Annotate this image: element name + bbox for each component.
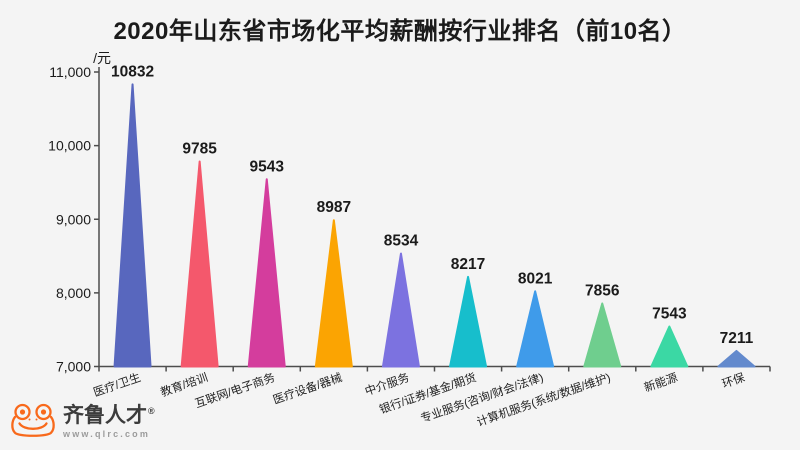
y-tick-label: 8,000 <box>56 285 91 301</box>
category-label: 教育/培训 <box>159 370 210 399</box>
triangle-bar-10 <box>717 349 756 368</box>
category-label: 医疗/卫生 <box>91 370 142 399</box>
triangle-bar-6 <box>449 275 488 368</box>
logo-brand-text: 齐鲁人才® <box>63 405 155 426</box>
category-label: 环保 <box>720 370 747 391</box>
triangle-bar-9 <box>650 325 689 368</box>
value-label: 9543 <box>250 158 285 175</box>
y-tick-label: 9,000 <box>56 211 91 227</box>
value-label: 8534 <box>384 233 419 250</box>
value-label: 8021 <box>518 270 553 287</box>
logo-text-block: 齐鲁人才® www.qlrc.com <box>63 405 155 439</box>
chart-title: 2020年山东省市场化平均薪酬按行业排名（前10名） <box>113 18 687 45</box>
value-label: 8217 <box>451 256 485 273</box>
triangle-bar-7 <box>516 290 555 368</box>
value-label: 9785 <box>182 140 217 157</box>
triangle-bar-5 <box>381 252 420 368</box>
category-label: 医疗设备/器械 <box>271 370 344 407</box>
category-label: 新能源 <box>642 370 680 395</box>
value-label: 8987 <box>317 199 351 216</box>
y-axis-unit-label: /元 <box>93 50 111 66</box>
y-tick-label: 7,000 <box>56 359 91 375</box>
value-label: 10832 <box>111 63 154 80</box>
triangle-bar-8 <box>583 302 622 368</box>
y-tick-label: 10,000 <box>48 138 91 154</box>
value-label: 7856 <box>585 282 620 299</box>
registered-mark-icon: ® <box>148 406 155 416</box>
y-tick-label: 11,000 <box>49 64 91 80</box>
triangle-bar-1 <box>113 83 152 368</box>
frog-logo-icon <box>11 403 55 437</box>
logo-url-text: www.qlrc.com <box>63 429 151 439</box>
value-label: 7211 <box>720 330 754 347</box>
qlrc-logo: 齐鲁人才® www.qlrc.com <box>10 403 155 441</box>
triangle-bar-2 <box>180 160 219 368</box>
value-label: 7543 <box>652 306 687 323</box>
triangle-bar-4 <box>314 219 353 368</box>
triangle-bar-3 <box>247 178 286 368</box>
category-label: 中介服务 <box>363 370 412 398</box>
logo-brand-name: 齐鲁人才 <box>63 404 147 427</box>
